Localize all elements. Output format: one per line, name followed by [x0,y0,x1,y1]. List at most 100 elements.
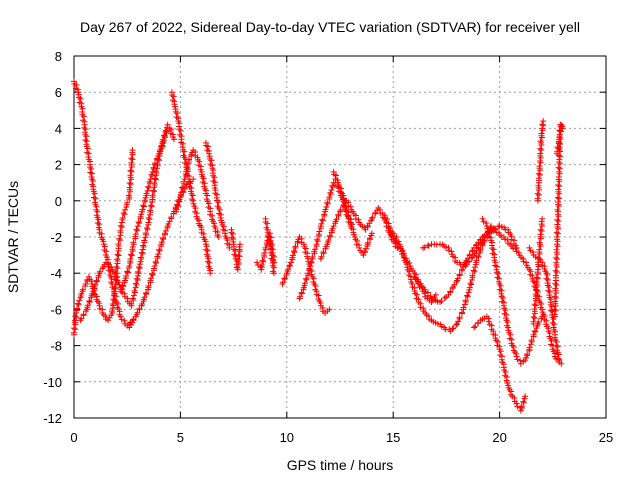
data-point-fill [116,235,123,242]
data-point-fill [548,303,555,310]
data-point-fill [141,237,148,244]
data-point-fill [210,172,217,179]
data-point [537,157,544,164]
data-point-fill [187,180,194,187]
data-point-fill [175,197,182,204]
data-point [558,360,565,367]
data-point-fill [327,189,334,196]
data-point-fill [455,318,462,325]
data-point-fill [355,216,362,223]
data-point-fill [130,292,137,299]
data-point [520,255,527,262]
data-point-fill [142,290,149,297]
data-point-fill [147,202,154,209]
data-point-fill [554,194,561,201]
grid [74,56,606,418]
data-point-fill [303,276,310,283]
data-point-fill [438,298,445,305]
data-point-fill [136,263,143,270]
data-point-fill [93,277,100,284]
data-point-fill [184,163,191,170]
data-point-fill [124,268,131,275]
data-point [437,299,444,306]
data-point-fill [91,190,98,197]
data-point-fill [425,242,432,249]
data-point-fill [264,220,271,227]
data-point [434,320,441,327]
data-point-fill [546,284,553,291]
data-point [271,259,278,266]
data-point [513,353,520,360]
data-point-fill [174,202,181,209]
data-point-fill [86,298,93,305]
data-point-fill [150,265,157,272]
data-point-fill [133,275,140,282]
data-point-fill [135,268,142,275]
data-point-fill [119,214,126,221]
data-point-fill [183,168,190,175]
data-point [194,154,201,161]
data-point-fill [109,300,116,307]
x-tick-label: 5 [177,430,184,445]
data-point [300,241,307,248]
data-point-fill [143,190,150,197]
data-point-fill [318,253,325,260]
data-point-fill [228,229,235,236]
data-point-fill [149,272,156,279]
data-point [262,244,269,251]
data-point-fill [114,300,121,307]
data-point-fill [114,251,121,258]
data-point-fill [151,175,158,182]
data-point-fill [453,322,460,329]
data-point-fill [140,242,147,249]
data-point-fill [127,256,134,263]
data-point-fill [448,248,455,255]
data-point-fill [170,93,177,100]
data-point-fill [404,264,411,271]
data-point-fill [538,130,545,137]
data-point-fill [94,208,101,215]
data-point-fill [538,227,545,234]
data-point-fill [261,250,268,257]
data-point [156,150,163,157]
data-point-fill [178,189,185,196]
data-point [254,259,261,266]
data-point-fill [555,351,562,358]
data-point-fill [524,351,531,358]
data-point-fill [174,110,181,117]
data-point-fill [258,262,265,269]
data-point-fill [115,240,122,247]
data-point-fill [441,295,448,302]
data-point-fill [292,243,299,250]
data-point-fill [196,158,203,165]
data-point-fill [172,108,179,115]
y-tick-label: 6 [55,85,62,100]
data-point-fill [131,287,138,294]
data-point-fill [165,221,172,228]
data-point [122,206,129,213]
data-point-fill [472,264,479,271]
data-point-fill [200,175,207,182]
data-point-fill [205,255,212,262]
data-point [85,273,92,280]
data-point-fill [553,246,560,253]
data-point-fill [111,288,118,295]
data-point-fill [485,318,492,325]
data-point-fill [536,163,543,170]
data-point-fill [326,232,333,239]
data-point [288,259,295,266]
data-point-fill [530,313,537,320]
data-point-fill [138,249,145,256]
data-point-fill [554,343,561,350]
data-point-fill [84,145,91,152]
data-point-fill [229,230,236,237]
data-point-fill [377,210,384,217]
y-tick-label: -8 [50,339,62,354]
data-point-fill [85,302,92,309]
data-point [559,125,566,132]
data-point-fill [306,263,313,270]
data-point-fill [490,246,497,253]
data-point-fill [77,95,84,102]
data-point-fill [173,206,180,213]
